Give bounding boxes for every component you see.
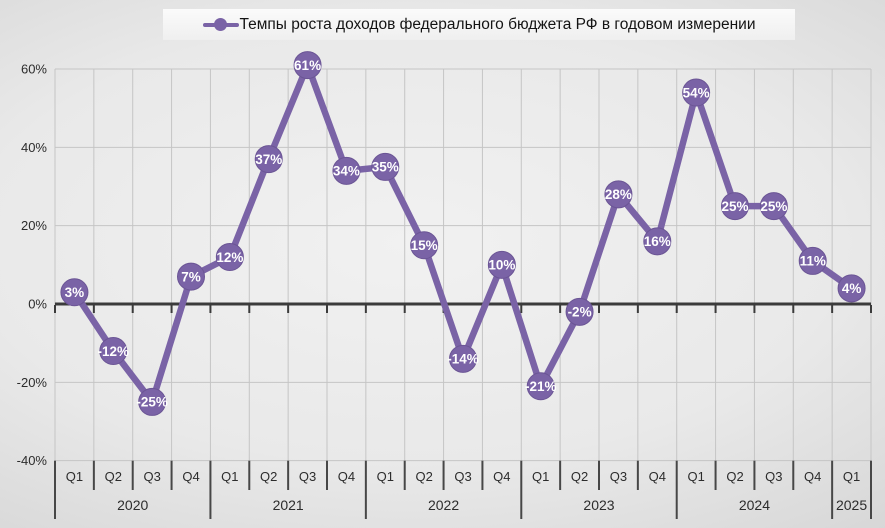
data-point-label: 35% <box>372 160 399 175</box>
data-point-marker <box>254 145 283 174</box>
x-axis-quarter-label: Q4 <box>338 469 355 484</box>
data-point-label: -25% <box>136 395 168 410</box>
data-point-marker <box>99 337 128 365</box>
data-point-marker <box>449 344 477 373</box>
data-point-label: 25% <box>760 199 787 214</box>
data-point-marker <box>177 262 205 291</box>
data-point-marker <box>215 243 244 271</box>
x-axis-quarter-label: Q2 <box>260 469 277 484</box>
x-axis-quarter-label: Q2 <box>415 469 432 484</box>
x-axis-quarter-label: Q3 <box>610 469 627 484</box>
data-point-label: 16% <box>644 234 671 249</box>
line-series-marker-icon <box>202 17 239 33</box>
data-point-marker <box>138 387 167 416</box>
x-axis-year-label: 2023 <box>583 497 614 513</box>
x-axis-quarter-label: Q2 <box>105 469 122 484</box>
data-point-label: 34% <box>333 164 360 179</box>
x-axis-quarter-label: Q1 <box>687 469 704 484</box>
y-axis-tick-label: 20% <box>21 218 47 233</box>
data-point-marker <box>682 78 711 107</box>
x-axis-quarter-label: Q3 <box>143 469 160 484</box>
data-point-marker <box>604 180 633 209</box>
data-point-label: -2% <box>568 305 592 320</box>
data-point-marker <box>60 278 89 307</box>
y-axis-tick-labels: 60% 40% 20% 0% -20% -40% <box>17 62 48 469</box>
x-axis-quarter-label: Q1 <box>843 469 860 484</box>
data-point-label: 7% <box>181 269 201 284</box>
data-point-label: 12% <box>216 250 243 265</box>
x-axis-year-label: 2021 <box>273 497 304 513</box>
x-axis-quarter-label: Q1 <box>66 469 83 484</box>
gridlines <box>54 68 872 462</box>
data-point-label: 4% <box>842 281 862 296</box>
x-axis-year-label: 2024 <box>739 497 770 513</box>
data-point-marker <box>487 250 516 279</box>
data-point-marker <box>332 156 361 185</box>
legend: Темпы роста доходов федерального бюджета… <box>163 9 795 40</box>
data-point-label: -21% <box>525 379 557 394</box>
line-series <box>60 51 866 416</box>
x-axis-year-label: 2025 <box>836 497 867 513</box>
data-point-marker <box>565 297 594 326</box>
data-point-marker <box>371 152 400 181</box>
x-axis-quarter-label: Q1 <box>221 469 238 484</box>
data-point-label: 25% <box>721 199 748 214</box>
data-point-label: -14% <box>447 352 479 367</box>
data-point-label: 37% <box>255 152 282 167</box>
data-point-label: 28% <box>605 187 632 202</box>
data-point-marker <box>721 192 749 221</box>
x-axis-quarter-label: Q3 <box>454 469 471 484</box>
data-point-marker <box>837 274 866 303</box>
x-axis-year-label: 2022 <box>428 497 459 513</box>
x-axis-quarter-label: Q4 <box>649 469 666 484</box>
data-point-label: 61% <box>294 58 321 73</box>
y-axis-tick-label: -40% <box>17 453 48 468</box>
x-axis-quarter-label: Q1 <box>532 469 549 484</box>
y-axis-tick-label: 60% <box>21 62 47 77</box>
x-axis-quarter-label: Q2 <box>571 469 588 484</box>
data-point-label: 54% <box>683 85 710 100</box>
data-point-marker <box>410 231 439 260</box>
x-axis-quarter-label: Q4 <box>182 469 199 484</box>
y-axis-tick-label: 40% <box>21 140 47 155</box>
data-point-label: 3% <box>65 285 85 300</box>
x-axis-band: Q1 Q2 Q3 Q4 2020 Q1 Q2 Q3 Q4 2021 Q1 Q2 Q3 Q4 2022 Q1 Q2… <box>54 460 872 519</box>
y-axis-tick-label: 0% <box>28 297 47 312</box>
data-point-marker <box>293 51 322 80</box>
data-point-marker <box>526 372 555 401</box>
x-axis-quarter-label: Q3 <box>765 469 782 484</box>
x-axis-quarter-label: Q4 <box>493 469 510 484</box>
x-axis-quarter-label: Q2 <box>726 469 743 484</box>
data-point-label: 10% <box>488 258 515 273</box>
data-point-marker <box>759 192 788 221</box>
y-axis-tick-label: -20% <box>17 375 48 390</box>
x-axis-year-label: 2020 <box>117 497 148 513</box>
x-axis-quarter-label: Q3 <box>299 469 316 484</box>
data-labels: 3% -12% -25% 7% 12% 37% 61% 34% 35% 15% -14% 10% -21… <box>65 58 862 410</box>
data-point-label: -12% <box>98 344 130 359</box>
x-axis-quarter-label: Q1 <box>377 469 394 484</box>
x-axis-quarter-label: Q4 <box>804 469 821 484</box>
data-point-label: 11% <box>800 254 826 269</box>
legend-label: Темпы роста доходов федерального бюджета… <box>239 15 756 33</box>
data-point-marker <box>643 227 672 256</box>
data-point-label: 15% <box>411 238 438 253</box>
data-point-marker <box>798 246 827 275</box>
